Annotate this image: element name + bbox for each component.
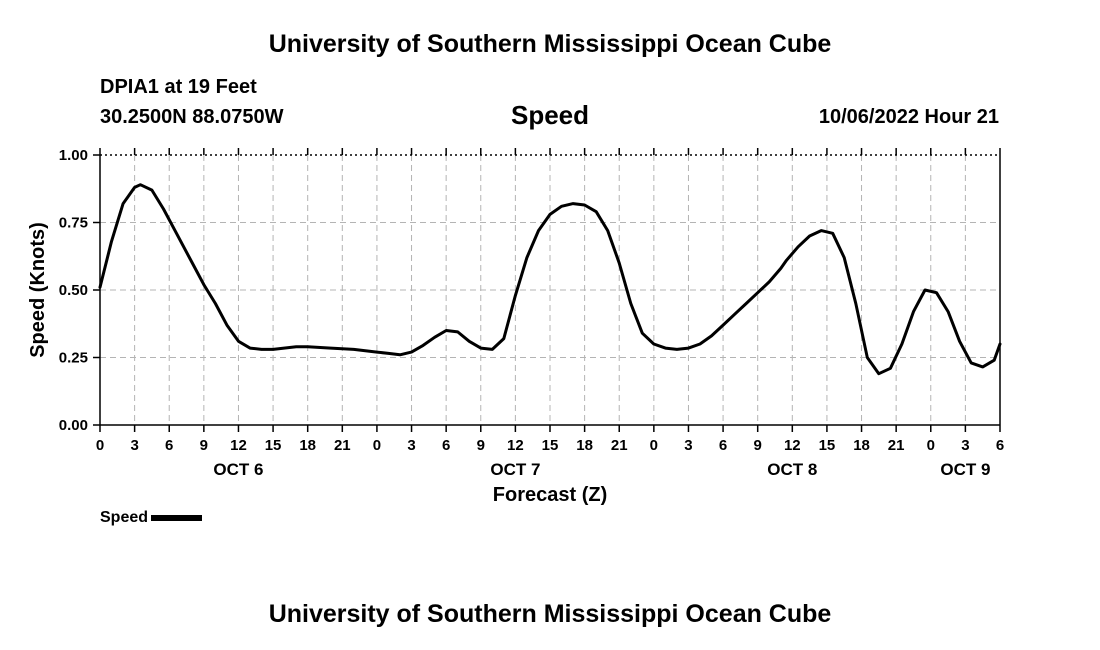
x-tick-label: 6 <box>719 437 727 454</box>
plot-title: Speed <box>510 100 590 130</box>
y-tick-label: 0.00 <box>59 417 88 434</box>
x-tick-label: 6 <box>996 437 1004 454</box>
legend-label: Speed <box>100 509 149 526</box>
x-tick-label: 12 <box>507 437 524 454</box>
x-tick-label: 18 <box>576 437 593 454</box>
x-tick-label: 12 <box>784 437 801 454</box>
y-tick-label: 1.00 <box>59 147 88 164</box>
x-tick-label: 3 <box>130 437 138 454</box>
station-label: DPIA1 at 19 Feet <box>100 76 257 98</box>
y-axis-label: Speed (Knots) <box>27 222 49 358</box>
tick-labels: 0 3 6 9 12 15 18 21 0 3 6 9 12 15 18 21 0 3 6 9 12 15 18 21 0 3 6 0… <box>59 147 1004 479</box>
x-tick-label: 0 <box>373 437 381 454</box>
x-tick-label: 12 <box>230 437 247 454</box>
x-tick-label: 0 <box>927 437 935 454</box>
x-tick-label: 0 <box>96 437 104 454</box>
forecast-datetime: 10/06/2022 Hour 21 <box>818 106 999 128</box>
x-tick-label: 21 <box>611 437 628 454</box>
coordinates-label: 30.2500N 88.0750W <box>100 106 284 128</box>
x-tick-label: 21 <box>888 437 905 454</box>
x-tick-label: 6 <box>442 437 450 454</box>
x-tick-label: 21 <box>334 437 351 454</box>
y-tick-label: 0.25 <box>59 350 88 367</box>
x-tick-label: 9 <box>754 437 762 454</box>
x-tick-label: 6 <box>165 437 173 454</box>
x-tick-label: 3 <box>684 437 692 454</box>
x-tick-label: 9 <box>200 437 208 454</box>
x-axis-label: Forecast (Z) <box>493 484 607 506</box>
y-tick-label: 0.50 <box>59 282 88 299</box>
legend-line-swatch <box>151 515 203 521</box>
x-tick-label: 18 <box>299 437 316 454</box>
legend: Speed <box>100 509 203 527</box>
y-tick-label: 0.75 <box>59 215 88 232</box>
day-label: OCT 9 <box>940 460 990 479</box>
grid-lines <box>100 155 1000 425</box>
day-label: OCT 8 <box>767 460 817 479</box>
ticks <box>93 148 1001 432</box>
series-lines <box>98 183 1002 376</box>
day-label: OCT 7 <box>490 460 540 479</box>
x-tick-label: 15 <box>819 437 836 454</box>
x-tick-label: 15 <box>265 437 282 454</box>
x-tick-label: 18 <box>853 437 870 454</box>
chart-title-main: University of Southern Mississippi Ocean… <box>268 30 832 58</box>
day-label: OCT 6 <box>213 460 263 479</box>
x-tick-label: 9 <box>477 437 485 454</box>
series-line-speed <box>98 183 1002 376</box>
x-tick-label: 3 <box>961 437 969 454</box>
x-tick-label: 3 <box>407 437 415 454</box>
x-tick-label: 15 <box>542 437 559 454</box>
chart-title-footer: University of Southern Mississippi Ocean… <box>268 600 832 628</box>
x-tick-label: 0 <box>650 437 658 454</box>
